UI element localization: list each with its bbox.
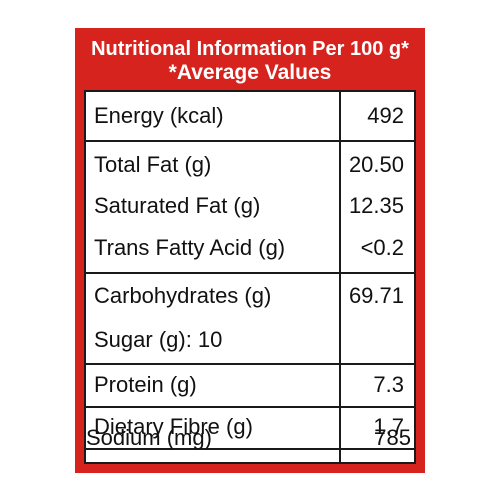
row-divider <box>86 448 414 450</box>
total-fat-value: 20.50 <box>348 152 404 177</box>
total-fat-label: Total Fat (g) <box>94 152 212 177</box>
row-divider <box>86 406 414 408</box>
dietary-fibre-label: Dietary Fibre (g) <box>94 414 253 439</box>
energy-value: 492 <box>367 103 404 128</box>
protein-value: 7.3 <box>373 372 404 397</box>
row-divider <box>86 140 414 142</box>
sodium-row: Sodium (mg) 785 <box>86 425 416 455</box>
protein-label: Protein (g) <box>94 372 197 397</box>
dietary-fibre-value: 1.7 <box>373 414 404 439</box>
row-divider <box>86 272 414 274</box>
header-subtitle: *Average Values <box>168 61 332 84</box>
carbohydrates-label: Carbohydrates (g) <box>94 283 272 308</box>
carbohydrates-value: 69.71 <box>348 283 404 308</box>
trans-fat-value: <0.2 <box>360 235 404 260</box>
saturated-fat-label: Saturated Fat (g) <box>94 193 261 218</box>
nutrition-table: Energy (kcal) 492 Total Fat (g) 20.50 Sa… <box>84 90 416 464</box>
sugar-label: Sugar (g): <box>94 327 192 352</box>
nutrition-header: Nutritional Information Per 100 g* *Aver… <box>75 28 425 90</box>
saturated-fat-value: 12.35 <box>348 193 404 218</box>
nutrition-panel: Nutritional Information Per 100 g* *Aver… <box>75 28 425 473</box>
sodium-value: 785 <box>374 425 411 450</box>
sugar-value: 10 <box>197 327 223 352</box>
trans-fat-label: Trans Fatty Acid (g) <box>94 235 286 260</box>
energy-label: Energy (kcal) <box>94 103 224 128</box>
sodium-label: Sodium (mg) <box>86 425 212 450</box>
sugar-row: Sugar (g): 10 <box>94 327 222 353</box>
header-title: Nutritional Information Per 100 g* <box>91 38 409 60</box>
row-divider <box>86 363 414 365</box>
column-divider <box>339 92 341 462</box>
